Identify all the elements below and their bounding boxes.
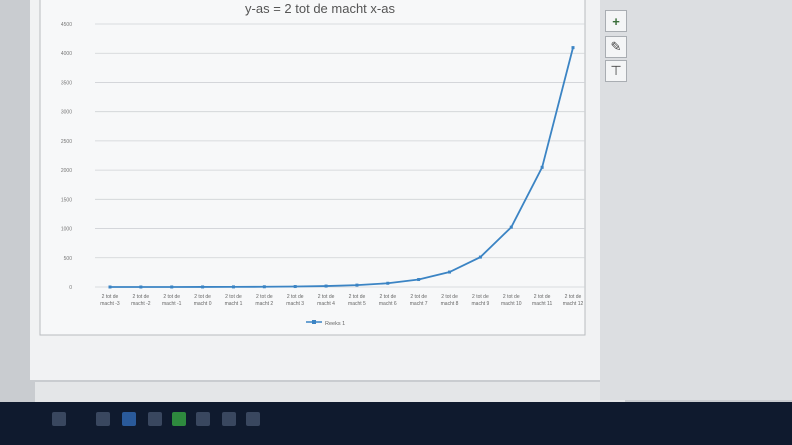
start-icon[interactable] xyxy=(52,412,66,426)
x-tick-label: 2 tot de macht 3 xyxy=(286,294,304,307)
data-point[interactable] xyxy=(448,270,452,274)
y-tick-label: 2500 xyxy=(61,139,72,145)
filter-icon: ⊤ xyxy=(610,63,622,78)
x-tick-label: 2 tot de macht 1 xyxy=(225,294,243,307)
x-tick-label: 2 tot de macht 5 xyxy=(348,294,366,307)
x-tick-label: 2 tot de macht 9 xyxy=(472,294,490,307)
taskbar xyxy=(0,402,792,445)
chart-area xyxy=(39,0,586,336)
y-tick-label: 2000 xyxy=(61,168,72,174)
brush-icon: ✎ xyxy=(610,39,622,54)
right-pane xyxy=(600,0,792,400)
y-tick-label: 500 xyxy=(64,256,73,262)
legend: Reeks 1 xyxy=(306,320,345,327)
x-tick-label: 2 tot de macht -2 xyxy=(131,294,151,307)
series-line xyxy=(109,47,574,288)
store-icon[interactable] xyxy=(148,412,162,426)
plus-icon: + xyxy=(612,13,620,29)
x-tick-label: 2 tot de macht 0 xyxy=(194,294,212,307)
y-tick-label: 1500 xyxy=(61,197,72,203)
y-tick-label: 4500 xyxy=(61,22,72,28)
data-point[interactable] xyxy=(355,283,359,287)
excel-icon[interactable] xyxy=(172,412,186,426)
data-point[interactable] xyxy=(540,165,544,169)
app-icon-2[interactable] xyxy=(222,412,236,426)
data-point[interactable] xyxy=(571,46,575,50)
x-tick-label: 2 tot de macht 4 xyxy=(317,294,335,307)
legend-marker xyxy=(312,320,316,324)
chart-filters-button[interactable]: ⊤ xyxy=(605,60,627,82)
data-point[interactable] xyxy=(201,285,205,289)
chart-styles-button[interactable]: ✎ xyxy=(605,36,627,58)
x-tick-label: 2 tot de macht 8 xyxy=(441,294,459,307)
line-chart[interactable]: y-as = 2 tot de macht x-as 0 500 1000 1500 2… xyxy=(0,0,600,380)
data-point[interactable] xyxy=(417,278,421,282)
chart-title: y-as = 2 tot de macht x-as xyxy=(245,1,395,16)
sheet-lower-area xyxy=(35,382,625,402)
x-tick-label: 2 tot de macht 12 xyxy=(563,294,584,307)
add-chart-element-button[interactable]: + xyxy=(605,10,627,32)
y-tick-label: 0 xyxy=(69,285,72,291)
data-point[interactable] xyxy=(293,285,297,289)
y-tick-label: 4000 xyxy=(61,51,72,57)
x-tick-label: 2 tot de macht -1 xyxy=(162,294,182,307)
x-tick-label: 2 tot de macht 7 xyxy=(410,294,428,307)
data-point[interactable] xyxy=(324,284,328,288)
data-point[interactable] xyxy=(386,281,390,285)
data-point[interactable] xyxy=(108,285,112,289)
x-tick-label: 2 tot de macht -3 xyxy=(100,294,120,307)
x-tick-label: 2 tot de macht 11 xyxy=(532,294,552,307)
data-point[interactable] xyxy=(139,285,143,289)
data-point[interactable] xyxy=(231,285,235,289)
taskview-icon[interactable] xyxy=(96,412,110,426)
y-tick-label: 3000 xyxy=(61,110,72,116)
calculator-icon[interactable] xyxy=(246,412,260,426)
x-tick-label: 2 tot de macht 6 xyxy=(379,294,397,307)
app-icon[interactable] xyxy=(196,412,210,426)
x-tick-label: 2 tot de macht 10 xyxy=(501,294,522,307)
data-point[interactable] xyxy=(170,285,174,289)
y-tick-label: 3500 xyxy=(61,80,72,86)
y-tick-label: 1000 xyxy=(61,227,72,233)
data-point[interactable] xyxy=(262,285,266,289)
edge-icon[interactable] xyxy=(122,412,136,426)
legend-label: Reeks 1 xyxy=(325,321,345,327)
data-point[interactable] xyxy=(478,255,482,259)
x-tick-label: 2 tot de macht 2 xyxy=(255,294,273,307)
data-point[interactable] xyxy=(509,225,513,229)
